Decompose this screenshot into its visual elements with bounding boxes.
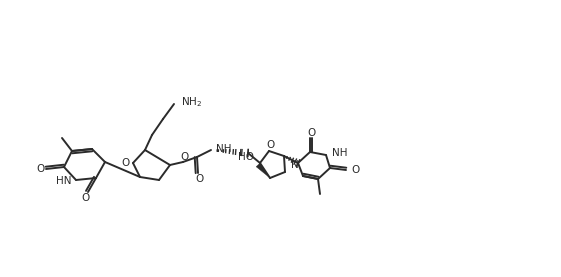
Text: O: O [122,158,130,168]
Text: O: O [181,152,189,162]
Text: O: O [308,128,316,138]
Text: O: O [267,140,275,150]
Text: NH: NH [332,148,347,158]
Text: HN: HN [57,176,72,186]
Text: O: O [351,165,359,175]
Polygon shape [256,163,270,178]
Text: HO: HO [238,152,254,162]
Text: O: O [82,193,90,203]
Text: NH$_2$: NH$_2$ [181,95,202,109]
Text: NH: NH [216,144,232,154]
Text: O: O [37,164,45,174]
Text: O: O [196,174,204,184]
Text: N: N [291,160,299,170]
